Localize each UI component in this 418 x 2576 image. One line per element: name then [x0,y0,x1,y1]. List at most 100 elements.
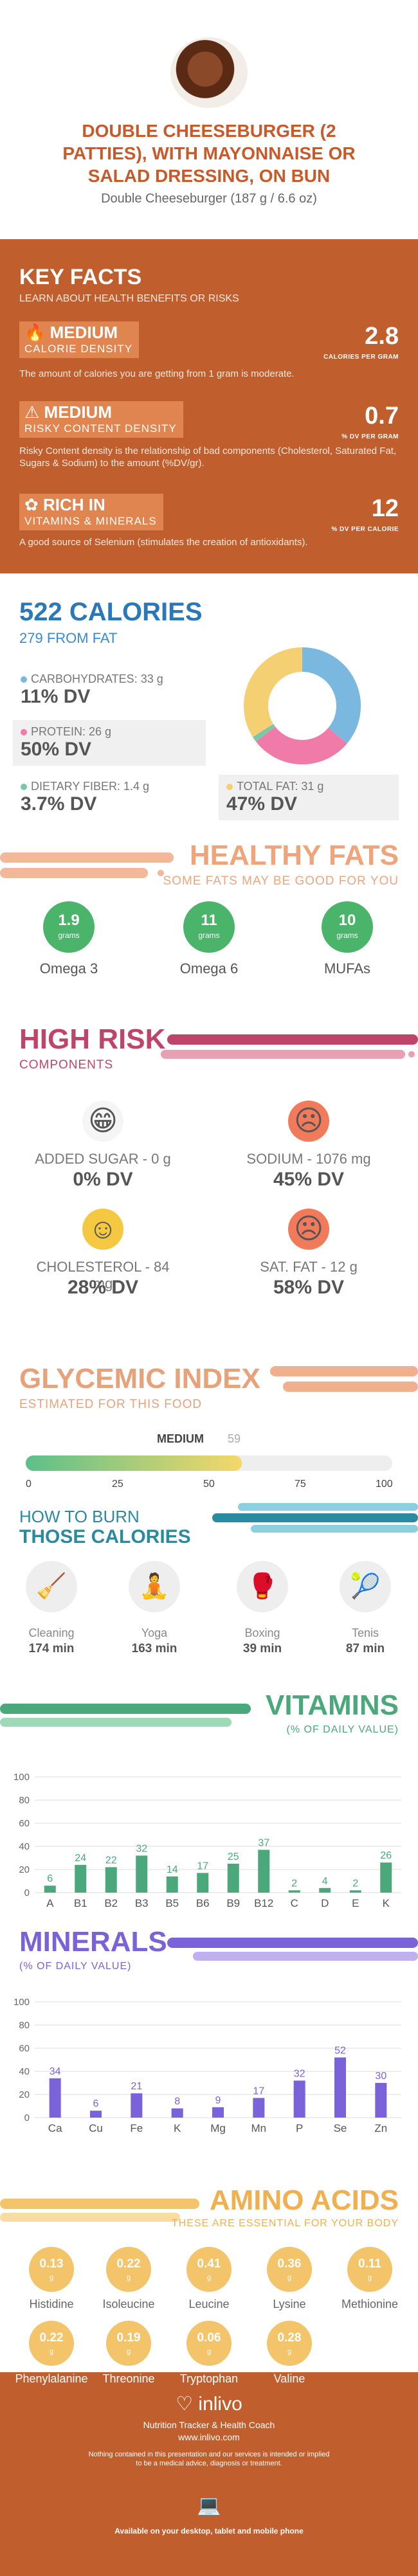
devices-icon: 💻 [197,2495,221,2516]
tennis-label: Tenis [351,1626,379,1639]
x-tick-label-Ca: Ca [48,2122,62,2134]
x-tick-label-Se: Se [334,2122,347,2134]
bar-E [349,1890,361,1893]
omega3-circle: 1.9 grams [43,901,95,953]
omega3-label: Omega 3 [39,960,98,977]
glycemic-value: 59 [228,1432,241,1445]
gi-tick-0: 0 [26,1479,32,1490]
bar-K [380,1862,392,1893]
high-risk-title: HIGH RISK [19,1023,166,1055]
calories-title: 522 CALORIES [19,598,203,626]
x-tick-label-A: A [46,1897,54,1909]
value-label-Mn: 17 [253,2085,264,2096]
methionine-label: Methionine [341,2298,399,2310]
cholesterol-face-icon: ☺ [82,1209,123,1250]
glycemic-bar [26,1452,392,1473]
tryptophan-circle: 0.06 g [186,2321,232,2366]
value-label-Se: 52 [334,2045,346,2056]
bar-B9 [227,1864,239,1893]
leaf-icon: ✿ RICH IN [24,495,105,514]
value-label-A: 6 [47,1873,53,1884]
value-label-D: 4 [322,1876,328,1887]
burn-title-1: HOW TO BURN [19,1507,140,1526]
nutrient-protein: PROTEIN: 26 g 50% DV [13,720,206,766]
yoga-label: Yoga [141,1626,168,1639]
value-label-C: 2 [291,1878,297,1889]
value-label-E: 2 [352,1878,358,1889]
cleaning-icon: 🧹 [26,1561,77,1612]
sodium-dv: 45% DV [273,1169,345,1190]
y-tick-label: 100 [14,1997,30,2008]
vitamins-subtitle: (% OF DAILY VALUE) [286,1724,399,1735]
cholesterol-dv: 28% DV [67,1277,139,1298]
glycemic-subtitle: ESTIMATED FOR THIS FOOD [19,1398,203,1411]
x-tick-label-K: K [383,1897,390,1909]
value-label-P: 32 [294,2068,305,2079]
inlivo-logo: ♡ inlivo [176,2393,242,2415]
value-label-B6: 17 [197,1860,208,1871]
bar-B3 [136,1855,148,1893]
high-risk-subtitle: COMPONENTS [19,1058,114,1072]
bar-D [319,1887,331,1893]
amino-title: AMINO ACIDS [209,2184,399,2216]
gi-tick-75: 75 [295,1479,306,1490]
bar-Fe [131,2093,143,2118]
bar-Zn [375,2083,387,2118]
bar-Mg [212,2107,224,2118]
value-label-Zn: 30 [375,2071,386,2082]
x-tick-label-Mn: Mn [251,2122,267,2134]
boxing-label: Boxing [244,1626,280,1639]
nutrient-fiber: DIETARY FIBER: 1.4 g 3.7% DV [21,780,150,815]
x-tick-label-K: K [174,2122,181,2134]
risky-density-badge: ⚠ MEDIUM RISKY CONTENT DENSITY [19,401,183,438]
x-tick-label-B1: B1 [74,1897,87,1909]
y-tick-label: 100 [14,1772,30,1783]
x-tick-label-D: D [321,1897,329,1909]
mufa-circle: 10 grams [322,901,373,953]
histidine-label: Histidine [29,2298,74,2310]
gi-tick-100: 100 [376,1479,393,1490]
gi-fill [26,1455,242,1471]
lysine-circle: 0.36 g [267,2247,312,2292]
value-label-B12: 37 [258,1837,269,1848]
threonine-label: Threonine [102,2372,155,2385]
y-tick-label: 40 [19,2066,30,2077]
bar-K [171,2108,183,2118]
boxing-time: 39 min [242,1642,282,1655]
methionine-circle: 0.11 g [347,2247,392,2292]
vitamins-title: VITAMINS [266,1689,399,1721]
value-label-K: 26 [380,1850,392,1861]
x-tick-label-B9: B9 [226,1897,240,1909]
burn-title-2: THOSE CALORIES [19,1526,191,1547]
vitamins-desc: A good source of Selenium (stimulates th… [19,537,308,548]
value-label-Mg: 9 [215,2095,221,2106]
glycemic-banner [270,1360,418,1405]
calorie-density-desc: The amount of calories you are getting f… [19,368,295,379]
calorie-donut [238,642,367,770]
x-tick-label-B12: B12 [254,1897,273,1909]
minerals-title: MINERALS [19,1926,167,1958]
y-tick-label: 80 [19,1795,30,1806]
key-facts-title: KEY FACTS [19,265,142,289]
value-label-Fe: 21 [131,2081,142,2092]
footer-url[interactable]: www.inlivo.com [178,2432,240,2442]
y-tick-label: 0 [24,2112,30,2123]
footer-available: Available on your desktop, tablet and mo… [114,2526,304,2535]
amino-banner [0,2193,206,2232]
warning-icon: ⚠ MEDIUM [24,402,112,422]
tennis-time: 87 min [345,1642,385,1655]
minerals-banner [167,1922,418,1967]
key-facts-section: KEY FACTS LEARN ABOUT HEALTH BENEFITS OR… [0,239,418,573]
healthy-fats-banner [0,847,418,886]
leucine-circle: 0.41 g [186,2247,232,2292]
value-label-B1: 24 [75,1853,86,1864]
tryptophan-label: Tryptophan [179,2372,239,2385]
sodium-label: SODIUM - 1076 mg [246,1151,371,1167]
value-label-B2: 22 [105,1855,117,1866]
gi-tick-25: 25 [112,1479,123,1490]
isoleucine-circle: 0.22 g [106,2247,151,2292]
yoga-icon: 🧘 [129,1561,180,1612]
high-risk-banner [161,1019,418,1070]
x-tick-label-B5: B5 [165,1897,179,1909]
calorie-density-badge: 🔥 MEDIUM CALORIE DENSITY [19,321,140,358]
